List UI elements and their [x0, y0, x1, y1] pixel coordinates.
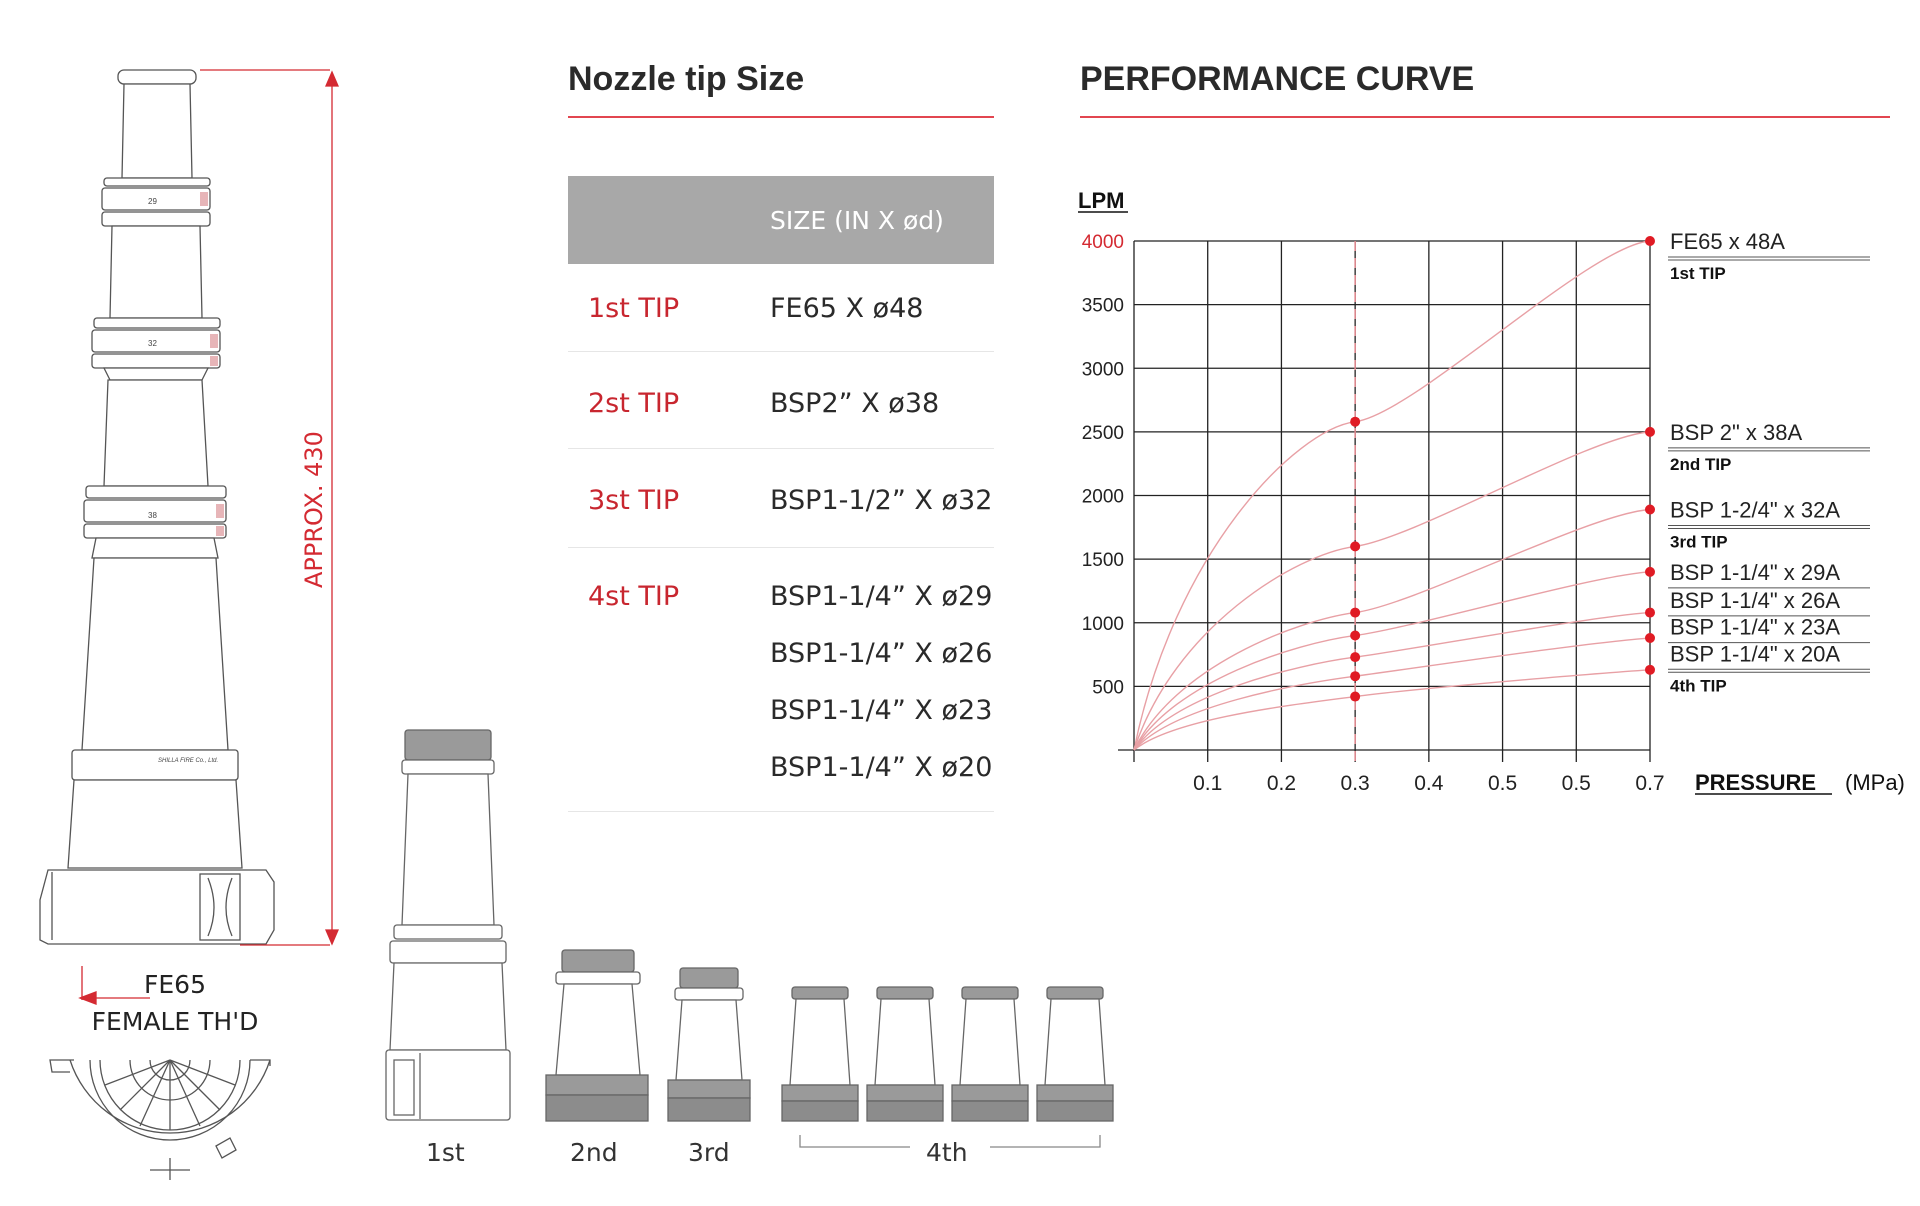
- curve-label: BSP 1-1/4" x 29A: [1670, 560, 1840, 585]
- tip-size: BSP1-1/4” X ø26: [770, 638, 993, 669]
- tip-label: 2st TIP: [588, 388, 680, 419]
- tips-row: 1st 2nd 3rd 4th: [385, 729, 1114, 1167]
- tip-size: BSP2” X ø38: [770, 388, 940, 419]
- tip-caption-1st: 1st: [426, 1138, 465, 1167]
- x-tick-label: 0.7: [1635, 772, 1664, 795]
- tip-caption-2nd: 2nd: [570, 1138, 618, 1167]
- table-row: 2st TIP BSP2” X ø38: [568, 352, 994, 449]
- tip-size: BSP1-1/4” X ø29: [770, 581, 993, 612]
- x-tick-label: 0.5: [1562, 772, 1591, 795]
- curve-point-0-3: [1350, 671, 1361, 682]
- x-tick-label: 0.4: [1414, 772, 1444, 795]
- table-header-label: SIZE (IN X ød): [770, 206, 944, 235]
- tip-group-label: 3rd TIP: [1670, 532, 1728, 551]
- curve-line: [1133, 571, 1651, 751]
- curve-point-0-7: [1645, 426, 1655, 437]
- table-row: 4st TIP BSP1-1/4” X ø29 BSP1-1/4” X ø26 …: [568, 548, 994, 812]
- curve-point-0-3: [1350, 416, 1361, 427]
- ring-mark-32: 32: [148, 339, 157, 348]
- curve-point-0-3: [1350, 652, 1361, 663]
- ring-mark-38: 38: [148, 511, 157, 520]
- nozzle-drawing: 29 32 38 SHILLA FIRE Co., Ltd.: [39, 69, 339, 1180]
- curve-line: [1133, 431, 1651, 751]
- curve-point-0-3: [1350, 607, 1361, 618]
- thread-label-size: FE65: [144, 970, 206, 999]
- tip-size: BSP1-1/4” X ø23: [770, 695, 993, 726]
- chart-section-title: PERFORMANCE CURVE: [1080, 60, 1475, 98]
- tip-size: FE65 X ø48: [770, 293, 924, 324]
- y-tick-label: 4000: [1082, 232, 1124, 253]
- tip-group-label: 2nd TIP: [1670, 455, 1731, 474]
- y-tick-label: 500: [1092, 677, 1124, 698]
- y-tick-label: 3000: [1082, 359, 1124, 380]
- performance-chart: 500 1000 1500 2000 2500 3000 3500 4000 0.1 0.2 0.3…: [1078, 188, 1905, 795]
- curve-point-0-3: [1350, 541, 1361, 552]
- size-title-rule: [568, 116, 994, 118]
- size-section-title: Nozzle tip Size: [568, 60, 805, 98]
- curve-point-0-7: [1645, 664, 1655, 675]
- curve-line: [1133, 508, 1651, 751]
- curve-point-0-7: [1645, 607, 1655, 618]
- curve-point-0-7: [1645, 504, 1655, 515]
- curve-label: BSP 2" x 38A: [1670, 420, 1802, 445]
- curve-label: BSP 1-1/4" x 26A: [1670, 588, 1840, 613]
- curve-label: BSP 1-1/4" x 20A: [1670, 641, 1840, 666]
- ring-mark-29: 29: [148, 197, 157, 206]
- y-tick-label: 3500: [1082, 296, 1124, 317]
- curve-line: [1133, 611, 1651, 751]
- y-tick-label: 1000: [1082, 614, 1124, 635]
- curve-label: FE65 x 48A: [1670, 229, 1785, 254]
- y-axis-title: LPM: [1078, 188, 1124, 213]
- size-table: SIZE (IN X ød) 1st TIP FE65 X ø48 2st TI…: [568, 176, 994, 812]
- chart-title-rule: [1080, 116, 1890, 118]
- curve-label: BSP 1-1/4" x 23A: [1670, 615, 1840, 640]
- tip-group-label: 1st TIP: [1670, 264, 1726, 283]
- tip-size: BSP1-1/2” X ø32: [770, 485, 993, 516]
- x-tick-label: 0.3: [1341, 772, 1370, 795]
- tip-caption-3rd: 3rd: [688, 1138, 730, 1167]
- y-tick-label: 2000: [1082, 487, 1124, 508]
- thread-label-type: FEMALE TH'D: [91, 1007, 259, 1036]
- tip-label: 4st TIP: [588, 581, 680, 612]
- thread-label: FE65 FEMALE TH'D: [70, 966, 280, 1040]
- y-tick-label: 2500: [1082, 423, 1124, 444]
- curve-point-0-3: [1350, 630, 1361, 641]
- x-tick-label: 0.2: [1267, 772, 1296, 795]
- x-tick-label: 0.1: [1193, 772, 1222, 795]
- curve-label: BSP 1-2/4" x 32A: [1670, 497, 1840, 522]
- curve-point-0-7: [1645, 566, 1655, 577]
- curve-line: [1133, 637, 1651, 751]
- x-axis-title: PRESSURE: [1695, 770, 1816, 795]
- table-header: SIZE (IN X ød): [568, 176, 994, 264]
- curve-point-0-3: [1350, 691, 1361, 702]
- table-row: 1st TIP FE65 X ø48: [568, 264, 994, 352]
- tip-size: BSP1-1/4” X ø20: [770, 752, 993, 783]
- tip-label: 3st TIP: [588, 485, 680, 516]
- y-tick-label: 1500: [1082, 550, 1124, 571]
- x-tick-label: 0.5: [1488, 772, 1517, 795]
- table-row: 3st TIP BSP1-1/2” X ø32: [568, 449, 994, 548]
- x-axis-unit: (MPa): [1845, 770, 1905, 795]
- maker-mark: SHILLA FIRE Co., Ltd.: [158, 758, 218, 764]
- tip-caption-4th: 4th: [926, 1138, 968, 1167]
- tip-group-label: 4th TIP: [1670, 676, 1727, 695]
- curve-point-0-7: [1645, 236, 1655, 246]
- dimension-label: APPROX. 430: [300, 431, 328, 588]
- tip-label: 1st TIP: [588, 293, 680, 324]
- curve-point-0-7: [1645, 633, 1655, 644]
